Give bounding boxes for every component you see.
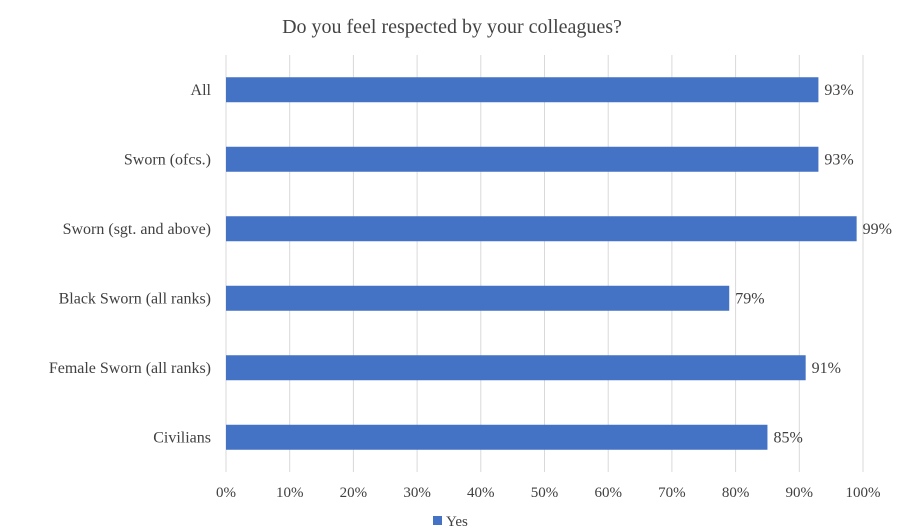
x-tick-label: 30% bbox=[403, 485, 431, 501]
bar bbox=[226, 424, 768, 450]
bar bbox=[226, 285, 730, 311]
x-tick-label: 0% bbox=[216, 485, 236, 501]
category-label: Female Sworn (all ranks) bbox=[49, 360, 211, 377]
category-label: Black Sworn (all ranks) bbox=[59, 290, 211, 307]
chart-title: Do you feel respected by your colleagues… bbox=[282, 16, 622, 38]
category-labels: All Sworn (ofcs.) Sworn (sgt. and above) Bl… bbox=[49, 82, 212, 447]
legend-label: Yes bbox=[446, 514, 468, 530]
x-tick-label: 70% bbox=[658, 485, 686, 501]
x-tick-label: 90% bbox=[786, 485, 814, 501]
x-tick-label: 40% bbox=[467, 485, 495, 501]
bar bbox=[226, 216, 857, 242]
x-axis-tick-labels: 0% 10% 20% 30% 40% 50% 60% 70% 80% 90% 100% bbox=[216, 485, 881, 501]
category-label: All bbox=[191, 82, 212, 99]
x-tick-label: 50% bbox=[531, 485, 559, 501]
bar bbox=[226, 146, 819, 172]
legend: Yes bbox=[433, 514, 468, 530]
bar bbox=[226, 77, 819, 103]
category-label: Civilians bbox=[153, 429, 211, 446]
data-label: 91% bbox=[812, 360, 841, 377]
x-tick-label: 60% bbox=[594, 485, 622, 501]
data-label: 93% bbox=[824, 82, 853, 99]
data-labels: 93% 93% 99% 79% 91% 85% bbox=[735, 82, 892, 447]
x-tick-label: 80% bbox=[722, 485, 750, 501]
x-tick-label: 100% bbox=[846, 485, 881, 501]
bars bbox=[226, 77, 857, 450]
x-tick-label: 10% bbox=[276, 485, 304, 501]
data-label: 99% bbox=[863, 221, 892, 238]
data-label: 85% bbox=[773, 429, 802, 446]
bar bbox=[226, 355, 806, 381]
x-tick-label: 20% bbox=[340, 485, 368, 501]
data-label: 93% bbox=[824, 151, 853, 168]
legend-swatch bbox=[433, 516, 442, 525]
category-label: Sworn (ofcs.) bbox=[124, 151, 211, 168]
gridlines bbox=[225, 55, 864, 472]
data-label: 79% bbox=[735, 290, 764, 307]
category-label: Sworn (sgt. and above) bbox=[63, 221, 211, 238]
